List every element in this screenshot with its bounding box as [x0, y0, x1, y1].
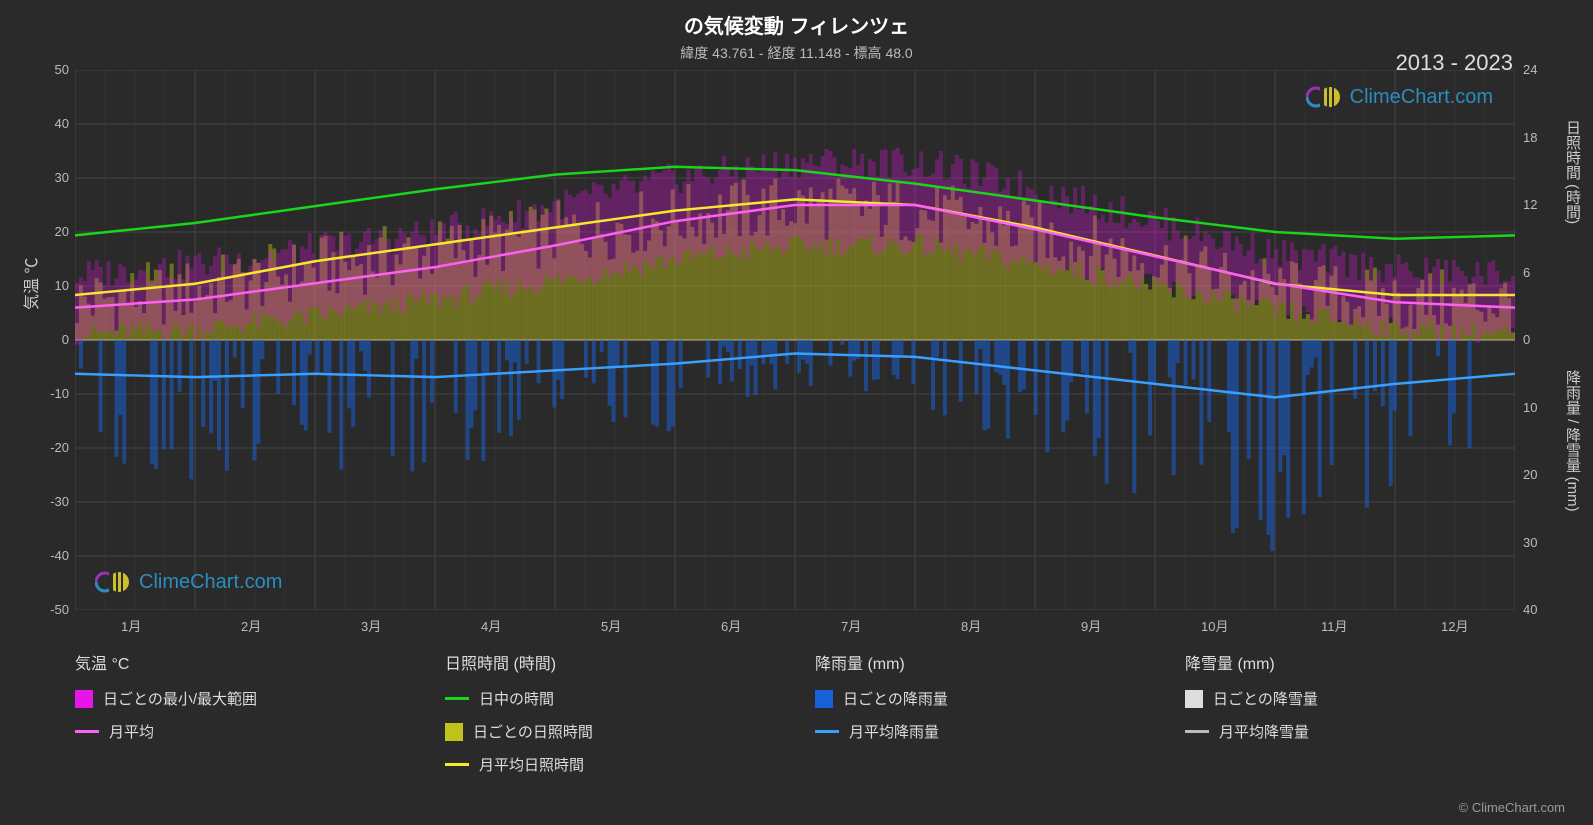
legend-label: 日中の時間 [479, 688, 554, 709]
legend: 気温 °C 日ごとの最小/最大範囲 月平均 日照時間 (時間) 日中の時間 日ご… [75, 650, 1515, 787]
tick-month: 5月 [601, 616, 621, 635]
legend-label: 月平均降雨量 [849, 721, 939, 742]
axis-label-temperature: 気温 ℃ [18, 258, 42, 310]
climechart-logo-icon [1306, 85, 1342, 109]
tick-sun: 0 [1523, 332, 1530, 347]
watermark-text: ClimeChart.com [1350, 86, 1493, 109]
swatch-snow-avg [1185, 730, 1209, 733]
tick-temp: 20 [55, 224, 69, 239]
chart-title: の気候変動 フィレンツェ [0, 0, 1593, 39]
legend-label: 日ごとの最小/最大範囲 [103, 688, 257, 709]
swatch-sun-avg [445, 763, 469, 766]
legend-item-snow-daily: 日ごとの降雪量 [1185, 688, 1515, 709]
climechart-logo-icon [95, 570, 131, 594]
tick-month: 6月 [721, 616, 741, 635]
tick-temp: -30 [50, 494, 69, 509]
legend-header-snow: 降雪量 (mm) [1185, 650, 1515, 674]
swatch-daylight [445, 697, 469, 700]
chart-subtitle: 緯度 43.761 - 経度 11.148 - 標高 48.0 [0, 39, 1593, 63]
tick-temp: 0 [62, 332, 69, 347]
swatch-temp-avg [75, 730, 99, 733]
tick-month: 3月 [361, 616, 381, 635]
legend-label: 日ごとの降雪量 [1213, 688, 1318, 709]
tick-sun: 24 [1523, 62, 1537, 77]
tick-month: 1月 [121, 616, 141, 635]
watermark-bottom: ClimeChart.com [95, 570, 282, 594]
legend-item-sun-avg: 月平均日照時間 [445, 754, 775, 775]
tick-month: 8月 [961, 616, 981, 635]
legend-item-temp-range: 日ごとの最小/最大範囲 [75, 688, 405, 709]
tick-month: 12月 [1441, 616, 1468, 635]
legend-header-sun: 日照時間 (時間) [445, 650, 775, 674]
legend-item-rain-daily: 日ごとの降雨量 [815, 688, 1145, 709]
watermark-text: ClimeChart.com [139, 571, 282, 594]
tick-month: 4月 [481, 616, 501, 635]
tick-month: 2月 [241, 616, 261, 635]
tick-sun: 12 [1523, 197, 1537, 212]
tick-sun: 18 [1523, 130, 1537, 145]
swatch-temp-range [75, 690, 93, 708]
tick-temp: -40 [50, 548, 69, 563]
tick-month: 11月 [1321, 616, 1348, 635]
tick-temp: -10 [50, 386, 69, 401]
legend-label: 月平均 [109, 721, 154, 742]
legend-label: 月平均日照時間 [479, 754, 584, 775]
tick-temp: 50 [55, 62, 69, 77]
legend-col-snow: 降雪量 (mm) 日ごとの降雪量 月平均降雪量 [1185, 650, 1515, 787]
tick-sun: 6 [1523, 265, 1530, 280]
tick-month: 9月 [1081, 616, 1101, 635]
tick-temp: 10 [55, 278, 69, 293]
chart-svg [75, 70, 1515, 610]
legend-header-temp: 気温 °C [75, 650, 405, 674]
tick-precip: 40 [1523, 602, 1537, 617]
legend-item-rain-avg: 月平均降雨量 [815, 721, 1145, 742]
swatch-snow-daily [1185, 690, 1203, 708]
legend-col-rain: 降雨量 (mm) 日ごとの降雨量 月平均降雨量 [815, 650, 1145, 787]
copyright: © ClimeChart.com [1459, 800, 1565, 815]
legend-item-snow-avg: 月平均降雪量 [1185, 721, 1515, 742]
legend-col-sunshine: 日照時間 (時間) 日中の時間 日ごとの日照時間 月平均日照時間 [445, 650, 775, 787]
legend-item-daylight: 日中の時間 [445, 688, 775, 709]
legend-label: 月平均降雪量 [1219, 721, 1309, 742]
chart-plot-area [75, 70, 1515, 610]
tick-month: 10月 [1201, 616, 1228, 635]
legend-item-temp-avg: 月平均 [75, 721, 405, 742]
watermark-top: ClimeChart.com [1306, 85, 1493, 109]
swatch-rain-avg [815, 730, 839, 733]
tick-precip: 30 [1523, 535, 1537, 550]
tick-temp: 30 [55, 170, 69, 185]
tick-temp: 40 [55, 116, 69, 131]
tick-precip: 10 [1523, 400, 1537, 415]
tick-temp: -20 [50, 440, 69, 455]
tick-month: 7月 [841, 616, 861, 635]
tick-precip: 20 [1523, 467, 1537, 482]
swatch-rain-daily [815, 690, 833, 708]
legend-header-rain: 降雨量 (mm) [815, 650, 1145, 674]
tick-temp: -50 [50, 602, 69, 617]
axis-label-sunshine: 日照時間 (時間) [1562, 120, 1583, 224]
swatch-sun-daily [445, 723, 463, 741]
legend-label: 日ごとの日照時間 [473, 721, 593, 742]
axis-label-precipitation: 降雨量 / 降雪量 (mm) [1562, 370, 1583, 512]
legend-item-sun-daily: 日ごとの日照時間 [445, 721, 775, 742]
legend-col-temperature: 気温 °C 日ごとの最小/最大範囲 月平均 [75, 650, 405, 787]
legend-label: 日ごとの降雨量 [843, 688, 948, 709]
